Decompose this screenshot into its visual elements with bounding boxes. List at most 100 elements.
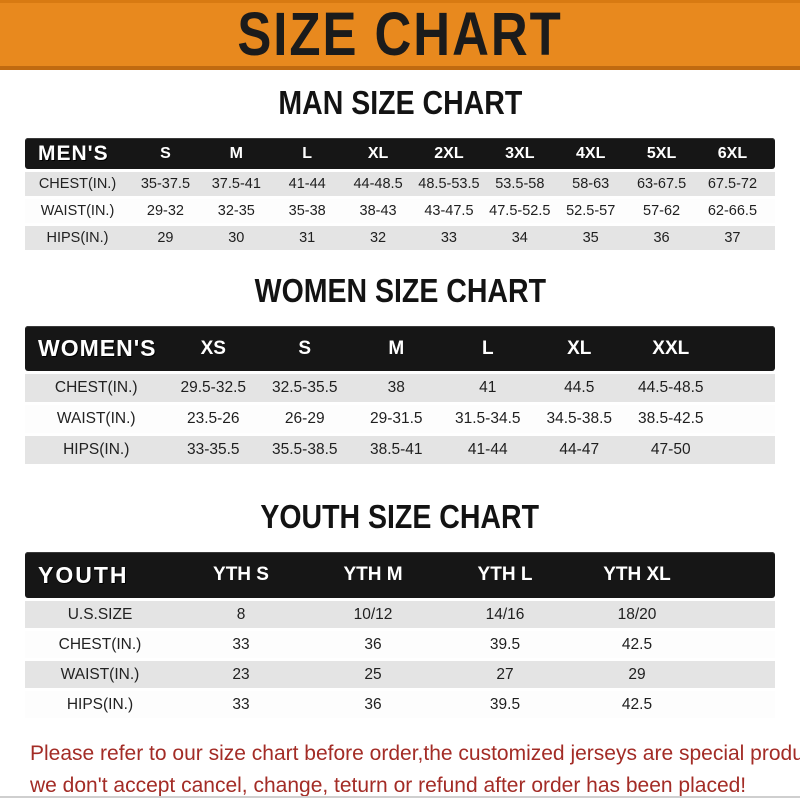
men-hips-in-value-4: 32 <box>369 230 387 246</box>
youth-waist-in-value-1: 23 <box>232 665 250 683</box>
youth-row-label-waist-in: WAIST(IN.) <box>60 665 140 683</box>
men-waist-in-value-8: 57-62 <box>643 203 681 219</box>
notice-line-1: Please refer to our size chart before or… <box>30 742 800 765</box>
women-waist-in-value-2: 26-29 <box>284 410 325 427</box>
women-chest-in-value-5: 44.5 <box>564 379 595 396</box>
men-row-chest-in: CHEST(IN.) 35-37.5 37.5-41 41-44 44-48.5 48.5… <box>25 172 775 196</box>
men-hips-in-value-1: 29 <box>157 230 174 246</box>
men-hips-in-value-8: 36 <box>653 230 670 246</box>
men-waist-in-value-3: 35-38 <box>288 203 326 219</box>
women-size-column-xl: XL <box>567 337 592 359</box>
men-chest-in-value-9: 67.5-72 <box>707 176 758 192</box>
men-row-label-chest-in: CHEST(IN.) <box>38 176 117 192</box>
youth-hips-in-value-2: 36 <box>364 695 382 713</box>
youth-hips-in-value-4: 42.5 <box>621 695 653 713</box>
youth-chest-in-value-4: 42.5 <box>621 635 653 653</box>
men-size-column-s: S <box>160 144 171 162</box>
women-hips-in-value-5: 44-47 <box>559 441 600 458</box>
men-section-heading-text: MAN SIZE CHART <box>278 84 522 122</box>
men-size-column-2xl: 2XL <box>434 144 464 162</box>
men-waist-in-value-1: 29-32 <box>146 203 184 219</box>
men-waist-in-value-9: 62-66.5 <box>707 203 758 219</box>
men-chest-in-value-4: 44-48.5 <box>353 176 403 192</box>
men-row-label-hips-in: HIPS(IN.) <box>46 230 109 246</box>
men-size-column-4xl: 4XL <box>576 144 606 162</box>
women-waist-in-value-4: 31.5-34.5 <box>455 410 521 427</box>
men-size-column-6xl: 6XL <box>717 144 748 162</box>
women-size-column-xxl: XXL <box>652 337 690 359</box>
men-size-table: MEN'S S M L XL 2XL 3XL 4XL 5XL 6XL CHEST(IN.) 35-37… <box>25 138 775 250</box>
men-waist-in-value-4: 38-43 <box>359 203 397 219</box>
youth-size-chart-section: YOUTH SIZE CHART YOUTH YTH S YTH M YTH L YTH… <box>0 499 800 718</box>
order-notice: Please refer to our size chart before or… <box>0 738 800 802</box>
women-chest-in-value-4: 41 <box>479 379 497 396</box>
men-size-column-l: L <box>302 144 313 162</box>
youth-row-u-s-size: U.S.SIZE 8 10/12 14/16 18/20 <box>25 601 775 628</box>
women-hips-in-value-4: 41-44 <box>467 441 508 458</box>
women-hips-in-value-6: 47-50 <box>650 441 691 458</box>
youth-size-column-yth-l: YTH L <box>477 564 533 585</box>
men-row-label-waist-in: WAIST(IN.) <box>40 203 115 219</box>
men-hips-in-value-6: 34 <box>511 230 528 246</box>
youth-u-s-size-value-3: 14/16 <box>485 605 525 623</box>
men-row-hips-in: HIPS(IN.) 29 30 31 32 33 34 35 36 37 <box>25 226 775 250</box>
men-waist-in-value-6: 47.5-52.5 <box>489 203 551 219</box>
men-chest-in-value-3: 41-44 <box>288 176 326 192</box>
men-chest-in-value-6: 53.5-58 <box>495 176 545 192</box>
youth-waist-in-value-3: 27 <box>496 665 514 683</box>
women-row-label-waist-in: WAIST(IN.) <box>56 410 136 427</box>
charts-container: MAN SIZE CHART MEN'S S M L XL 2XL 3XL 4XL 5XL 6XL… <box>0 84 800 718</box>
women-row-label-chest-in: CHEST(IN.) <box>54 379 138 396</box>
women-row-hips-in: HIPS(IN.) 33-35.5 35.5-38.5 38.5-41 41-44 44-… <box>25 436 775 464</box>
women-section-heading: WOMEN SIZE CHART <box>0 272 800 312</box>
women-waist-in-value-3: 29-31.5 <box>369 410 423 427</box>
youth-header-label: YOUTH <box>38 561 129 588</box>
men-size-column-5xl: 5XL <box>646 144 677 162</box>
men-size-chart-section: MAN SIZE CHART MEN'S S M L XL 2XL 3XL 4XL 5XL 6XL… <box>0 84 800 250</box>
youth-chest-in-value-2: 36 <box>364 635 382 653</box>
men-size-column-m: M <box>229 144 243 162</box>
men-size-column-xl: XL <box>367 144 389 162</box>
women-chest-in-value-1: 29.5-32.5 <box>180 379 247 396</box>
bottom-divider <box>0 796 800 798</box>
youth-row-label-u-s-size: U.S.SIZE <box>67 605 133 623</box>
women-section-heading-text: WOMEN SIZE CHART <box>254 272 546 310</box>
men-hips-in-value-5: 33 <box>440 230 457 246</box>
youth-size-column-yth-s: YTH S <box>213 564 269 585</box>
banner: SIZE CHART <box>0 0 800 70</box>
women-size-table: WOMEN'S XS S M L XL XXL CHEST(IN.) 29.5-32.5 32.5… <box>25 326 775 464</box>
men-chest-in-value-1: 35-37.5 <box>140 176 191 192</box>
men-chest-in-value-7: 58-63 <box>572 176 610 192</box>
women-hips-in-value-2: 35.5-38.5 <box>272 441 338 458</box>
youth-section-heading: YOUTH SIZE CHART <box>0 499 800 538</box>
page-title: SIZE CHART <box>237 0 563 69</box>
youth-row-label-hips-in: HIPS(IN.) <box>66 695 134 713</box>
youth-chest-in-value-3: 39.5 <box>489 635 521 653</box>
men-hips-in-value-9: 37 <box>724 230 741 246</box>
men-hips-in-value-7: 35 <box>582 230 599 246</box>
women-row-label-hips-in: HIPS(IN.) <box>63 441 130 458</box>
women-chest-in-value-6: 44.5-48.5 <box>638 379 704 396</box>
men-waist-in-value-7: 52.5-57 <box>566 203 616 219</box>
youth-row-label-chest-in: CHEST(IN.) <box>58 635 142 653</box>
men-header-label: MEN'S <box>38 141 109 165</box>
youth-table-header-row: YOUTH YTH S YTH M YTH L YTH XL <box>25 552 775 598</box>
men-chest-in-value-8: 63-67.5 <box>636 176 687 192</box>
men-section-heading: MAN SIZE CHART <box>0 84 800 124</box>
men-chest-in-value-2: 37.5-41 <box>211 176 261 192</box>
women-row-waist-in: WAIST(IN.) 23.5-26 26-29 29-31.5 31.5-34.5 34… <box>25 405 775 433</box>
youth-row-hips-in: HIPS(IN.) 33 36 39.5 42.5 <box>25 691 775 718</box>
youth-size-table: YOUTH YTH S YTH M YTH L YTH XL U.S.SIZE 8 10/12… <box>25 552 775 718</box>
men-table-header-row: MEN'S S M L XL 2XL 3XL 4XL 5XL 6XL <box>25 138 775 169</box>
men-size-column-3xl: 3XL <box>505 144 535 162</box>
youth-waist-in-value-2: 25 <box>364 665 382 683</box>
youth-hips-in-value-3: 39.5 <box>489 695 521 713</box>
youth-waist-in-value-4: 29 <box>628 665 646 683</box>
notice-line-2: we don't accept cancel, change, teturn o… <box>30 774 747 797</box>
men-hips-in-value-2: 30 <box>228 230 245 246</box>
women-size-column-xs: XS <box>200 337 226 359</box>
youth-row-chest-in: CHEST(IN.) 33 36 39.5 42.5 <box>25 631 775 658</box>
women-size-column-m: M <box>388 337 405 359</box>
youth-u-s-size-value-4: 18/20 <box>617 605 657 623</box>
